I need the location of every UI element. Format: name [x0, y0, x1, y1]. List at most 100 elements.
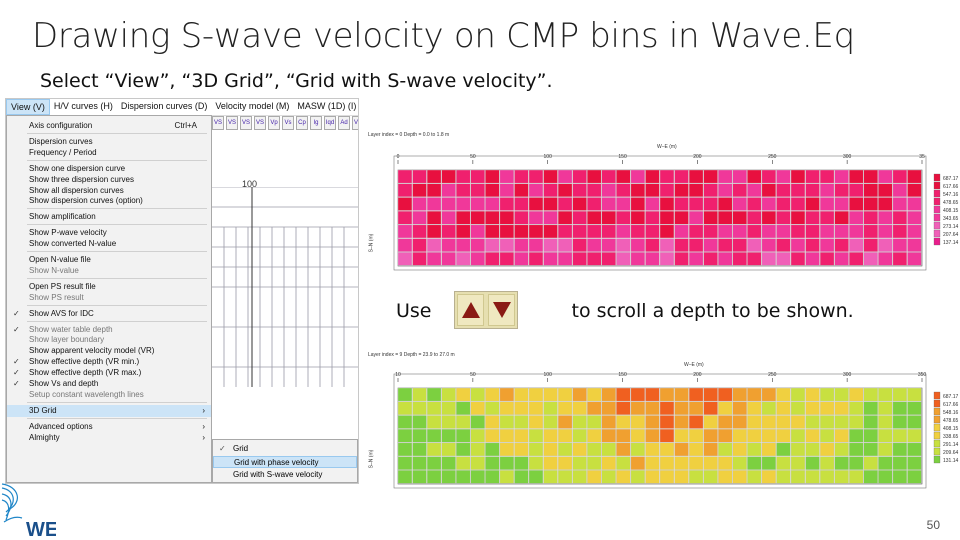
grid-cell — [543, 224, 558, 239]
menu-separator — [27, 277, 207, 279]
menu-item-show-vs-and-depth[interactable]: Show Vs and depth ✓ — [7, 378, 211, 390]
toolbar-button-3[interactable]: VS — [254, 116, 266, 130]
grid-cell — [441, 387, 456, 402]
menu-item-show-apparent-velocity-model-vr[interactable]: Show apparent velocity model (VR) — [7, 345, 211, 357]
menu-item-show-water-table-depth[interactable]: Show water table depth ✓ — [7, 324, 211, 336]
menu-item-show-n-value[interactable]: Show N-value — [7, 265, 211, 277]
menu-dispersion-curves-d[interactable]: Dispersion curves (D) — [120, 101, 208, 111]
grid-cell — [834, 224, 849, 239]
grid-cell — [747, 210, 762, 225]
depth-down-button[interactable] — [488, 294, 515, 326]
grid-cell — [878, 470, 893, 484]
grid-cell — [557, 442, 573, 457]
grid-cell — [761, 428, 777, 443]
grid-cell — [834, 183, 849, 198]
toolbar-button-10[interactable]: VS — [352, 116, 358, 130]
grid-cell — [703, 456, 718, 470]
toolbar-button-9[interactable]: Ad — [338, 116, 350, 130]
grid-cell — [426, 456, 442, 470]
menu-item-advanced-options[interactable]: Advanced options › — [7, 421, 211, 433]
toolbar-button-7[interactable]: Ig — [310, 116, 322, 130]
submenu-item-grid-with-s-wave-velocity[interactable]: Grid with S-wave velocity — [213, 469, 357, 481]
slide-title: Drawing S-wave velocity on CMP bins in W… — [32, 16, 855, 56]
grid-cell — [601, 238, 616, 252]
grid-cell — [761, 387, 777, 402]
grid-cell — [776, 183, 791, 198]
grid-cell — [514, 470, 529, 484]
grid-cell — [426, 470, 442, 484]
menu-item-show-p-wave-velocity[interactable]: Show P-wave velocity — [7, 227, 211, 239]
menu-velocity-model-m[interactable]: Velocity model (M) — [215, 101, 290, 111]
toolbar-button-1[interactable]: VS — [226, 116, 238, 130]
menu-item-setup-constant-wavelength-lines[interactable]: Setup constant wavelength lines — [7, 389, 211, 401]
checkmark-icon: ✓ — [13, 308, 20, 318]
grid-cell — [674, 470, 689, 484]
grid-image-top: Layer index = 0 Depth = 0.0 to 1.8 m W–E… — [362, 130, 960, 275]
grid-cell — [747, 456, 762, 470]
grid-cell — [761, 197, 777, 211]
menu-item-3d-grid[interactable]: 3D Grid › — [7, 404, 211, 417]
grid-cell — [630, 428, 646, 443]
grid-cell — [703, 210, 718, 225]
toolbar-button-5[interactable]: Vs — [282, 116, 294, 130]
menu-item-show-one-dispersion-curve[interactable]: Show one dispersion curve — [7, 163, 211, 175]
submenu-item-grid[interactable]: Grid ✓ — [213, 443, 357, 455]
menu-item-frequency-period[interactable]: Frequency / Period — [7, 147, 211, 159]
grid-cell — [630, 183, 646, 198]
grid-cell — [674, 401, 689, 416]
grid-cell — [456, 470, 471, 484]
grid-cell — [819, 470, 835, 484]
grid-cell — [456, 415, 471, 429]
grid-cell — [892, 401, 908, 416]
grid-cell — [616, 428, 631, 443]
toolbar-button-2[interactable]: VS — [240, 116, 252, 130]
grid-cell — [601, 252, 616, 266]
menu-item-show-three-dispersion-curves[interactable]: Show three dispersion curves — [7, 174, 211, 186]
toolbar-button-8[interactable]: Iqd — [324, 116, 336, 130]
menu-item-open-n-value-file[interactable]: Open N-value file — [7, 254, 211, 266]
submenu-item-grid-with-phase-velocity[interactable]: Grid with phase velocity — [213, 456, 357, 468]
grid-cell — [601, 401, 616, 416]
grid-cell — [528, 456, 544, 470]
grid-cell — [557, 470, 573, 484]
menu-item-axis-configuration[interactable]: Axis configuration Ctrl+A — [7, 120, 211, 132]
toolbar-button-0[interactable]: VS — [212, 116, 224, 130]
grid-cell — [674, 210, 689, 225]
menu-item-show-avs-for-idc[interactable]: Show AVS for IDC ✓ — [7, 308, 211, 320]
grid-cell — [805, 387, 820, 402]
menu-item-show-amplification[interactable]: Show amplification — [7, 211, 211, 223]
menu-h-v-curves-h[interactable]: H/V curves (H) — [53, 101, 113, 111]
menu-item-show-dispersion-curves-option[interactable]: Show dispersion curves (option) — [7, 195, 211, 207]
menu-item-show-effective-depth-vr-max[interactable]: Show effective depth (VR max.) ✓ — [7, 367, 211, 379]
grid-cell — [572, 428, 587, 443]
grid-cell — [616, 415, 631, 429]
grid-cell — [674, 387, 689, 402]
grid-cell — [514, 169, 529, 184]
depth-up-button[interactable] — [457, 294, 484, 326]
menu-item-show-ps-result[interactable]: Show PS result — [7, 292, 211, 304]
menu-item-open-ps-result-file[interactable]: Open PS result file — [7, 281, 211, 293]
menu-item-show-layer-boundary[interactable]: Show layer boundary — [7, 334, 211, 346]
grid-cell — [485, 415, 500, 429]
menu-item-show-all-dispersion-curves[interactable]: Show all dispersion curves — [7, 185, 211, 197]
grid-cell — [819, 210, 835, 225]
menu-item-dispersion-curves[interactable]: Dispersion curves — [7, 136, 211, 148]
grid-cell — [718, 252, 733, 266]
menu-view-v[interactable]: View (V) — [6, 99, 50, 115]
menu-item-label: Almighty — [29, 432, 60, 442]
toolbar-button-6[interactable]: Cp — [296, 116, 308, 130]
menu-item-show-converted-n-value[interactable]: Show converted N-value — [7, 238, 211, 250]
grid-cell — [688, 238, 704, 252]
menu-masw-1d-i[interactable]: MASW (1D) (I) — [297, 101, 357, 111]
grid-cell — [674, 224, 689, 239]
grid-cell — [587, 387, 602, 402]
grid-cell — [470, 470, 485, 484]
grid-cell — [587, 210, 602, 225]
menu-item-show-effective-depth-vr-min[interactable]: Show effective depth (VR min.) ✓ — [7, 356, 211, 368]
menu-item-almighty[interactable]: Almighty › — [7, 432, 211, 444]
grid-cell — [485, 387, 500, 402]
grid-cell — [659, 428, 675, 443]
grid-cell — [616, 401, 631, 416]
grid-cell — [630, 169, 646, 184]
toolbar-button-4[interactable]: Vp — [268, 116, 280, 130]
